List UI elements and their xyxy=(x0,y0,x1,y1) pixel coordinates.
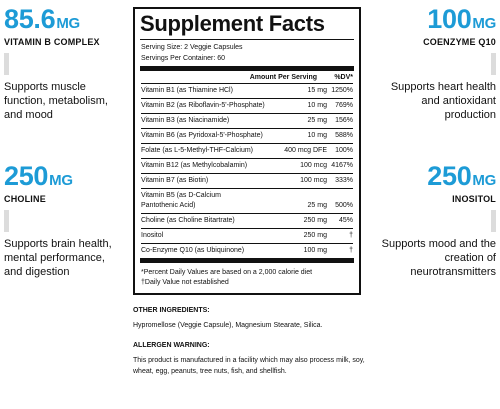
callout-description: Supports mood and the creation of neurot… xyxy=(381,238,496,278)
table-row: Inositol 250 mg † xyxy=(141,228,353,243)
table-row: Vitamin B3 (as Niacinamide) 25 mg 156% xyxy=(141,113,353,128)
table-row: Vitamin B1 (as Thiamine HCl) 15 mg 1250% xyxy=(141,83,353,98)
callout-name: INOSITOL xyxy=(452,194,496,204)
vitamin-b-amount: 85.6MG xyxy=(4,4,80,34)
unit-label: MG xyxy=(472,15,496,32)
callout-description: Supports muscle function, metabolism, an… xyxy=(4,81,108,121)
nutrient-name: Vitamin B3 (as Niacinamide) xyxy=(141,117,230,124)
callout-name: COENZYME Q10 xyxy=(423,37,496,47)
unit-label: MG xyxy=(56,15,80,32)
unit-label: MG xyxy=(472,172,496,189)
table-row: Vitamin B5 (as D-Calcium Pantothenic Aci… xyxy=(141,188,353,213)
nutrient-amount: 100 mcg xyxy=(300,162,327,169)
other-ingredients-heading: OTHER INGREDIENTS: xyxy=(133,307,210,314)
facts-title: Supplement Facts xyxy=(140,11,325,36)
footnote-dv: *Percent Daily Values are based on a 2,0… xyxy=(141,269,313,276)
nutrient-dv: 45% xyxy=(338,217,353,224)
divider-bar xyxy=(491,210,496,232)
nutrient-dv: 156% xyxy=(335,117,353,124)
nutrient-amount: 100 mcg xyxy=(300,177,327,184)
facts-header-row: Amount Per Serving %DV* xyxy=(141,73,353,83)
callout-vitamin-b-complex: 85.6MG VITAMIN B COMPLEX Supports muscle… xyxy=(4,6,124,122)
nutrient-amount: 250 mg xyxy=(303,217,327,224)
ingredients-section: OTHER INGREDIENTS: Hypromellose (Veggie … xyxy=(133,305,373,377)
nutrient-dv: 1250% xyxy=(331,87,353,94)
nutrient-name: Vitamin B5 (as D-Calcium Pantothenic Aci… xyxy=(141,192,222,209)
table-row: Choline (as Choline Bitartrate) 250 mg 45% xyxy=(141,213,353,228)
servings-per-container: Servings Per Container: 60 xyxy=(141,55,226,62)
nutrient-amount: 10 mg xyxy=(307,132,327,139)
table-row: Vitamin B6 (as Pyridoxal-5'-Phosphate) 10… xyxy=(141,128,353,143)
nutrient-name: Vitamin B12 (as Methylcobalamin) xyxy=(141,162,248,169)
nutrient-dv: 769% xyxy=(335,102,353,109)
nutrient-name: Choline (as Choline Bitartrate) xyxy=(141,217,235,224)
nutrient-name: Vitamin B1 (as Thiamine HCl) xyxy=(141,87,233,94)
callout-name: CHOLINE xyxy=(4,194,46,204)
choline-amount: 250MG xyxy=(4,161,73,191)
facts-rows: Vitamin B1 (as Thiamine HCl) 15 mg 1250% V… xyxy=(141,83,353,258)
divider-bar xyxy=(4,210,9,232)
other-ingredients-text: Hypromellose (Veggie Capsule), Magnesium… xyxy=(133,322,323,329)
table-row: Co-Enzyme Q10 (as Ubiquinone) 100 mg † xyxy=(141,243,353,258)
table-row: Vitamin B12 (as Methylcobalamin) 100 mcg 4… xyxy=(141,158,353,173)
nutrient-dv: 333% xyxy=(335,177,353,184)
nutrient-dv: 4167% xyxy=(331,162,353,169)
nutrient-amount: 250 mg xyxy=(303,232,327,239)
coq10-amount: 100MG xyxy=(427,4,496,34)
nutrient-name: Vitamin B6 (as Pyridoxal-5'-Phosphate) xyxy=(141,132,263,139)
nutrient-amount: 10 mg xyxy=(307,102,327,109)
callout-name: VITAMIN B COMPLEX xyxy=(4,37,100,47)
divider xyxy=(140,39,354,40)
callout-description: Supports brain health, mental performanc… xyxy=(4,238,112,278)
nutrient-amount: 400 mcg DFE xyxy=(284,147,327,154)
divider-bar xyxy=(491,53,496,75)
nutrient-name: Inositol xyxy=(141,232,164,239)
nutrient-dv: 500% xyxy=(335,202,353,209)
divider-thick xyxy=(140,66,354,71)
nutrient-dv: † xyxy=(349,247,353,254)
allergen-text: This product is manufactured in a facili… xyxy=(133,357,365,375)
unit-label: MG xyxy=(49,172,73,189)
amount-per-serving-header: Amount Per Serving xyxy=(249,74,317,81)
supplement-facts-panel: Supplement Facts Serving Size: 2 Veggie … xyxy=(133,7,361,295)
dv-header: %DV* xyxy=(334,74,353,81)
footnote-dagger: †Daily Value not established xyxy=(141,279,229,286)
nutrient-name: Folate (as L-5-Methyl-THF-Calcium) xyxy=(141,147,254,154)
serving-size: Serving Size: 2 Veggie Capsules xyxy=(141,44,243,51)
nutrient-amount: 100 mg xyxy=(303,247,327,254)
inositol-amount: 250MG xyxy=(427,161,496,191)
callout-choline: 250MG CHOLINE Supports brain health, men… xyxy=(4,163,124,279)
allergen-heading: ALLERGEN WARNING: xyxy=(133,342,210,349)
nutrient-dv: 588% xyxy=(335,132,353,139)
callout-description: Supports heart health and antioxidant pr… xyxy=(390,81,496,121)
callout-coenzyme-q10: 100MG COENZYME Q10 Supports heart health… xyxy=(378,6,496,122)
nutrient-name: Co-Enzyme Q10 (as Ubiquinone) xyxy=(141,247,245,254)
divider-thick xyxy=(140,258,354,263)
nutrient-amount: 25 mg xyxy=(307,202,327,209)
nutrient-dv: † xyxy=(349,232,353,239)
nutrient-dv: 100% xyxy=(335,147,353,154)
table-row: Vitamin B2 (as Riboflavin-5'-Phosphate) 1… xyxy=(141,98,353,113)
nutrient-name: Vitamin B2 (as Riboflavin-5'-Phosphate) xyxy=(141,102,265,109)
table-row: Folate (as L-5-Methyl-THF-Calcium) 400 mc… xyxy=(141,143,353,158)
callout-inositol: 250MG INOSITOL Supports mood and the cre… xyxy=(378,161,497,279)
nutrient-amount: 25 mg xyxy=(307,117,327,124)
table-row: Vitamin B7 (as Biotin) 100 mcg 333% xyxy=(141,173,353,188)
nutrient-amount: 15 mg xyxy=(307,87,327,94)
nutrient-name: Vitamin B7 (as Biotin) xyxy=(141,177,209,184)
divider-bar xyxy=(4,53,9,75)
